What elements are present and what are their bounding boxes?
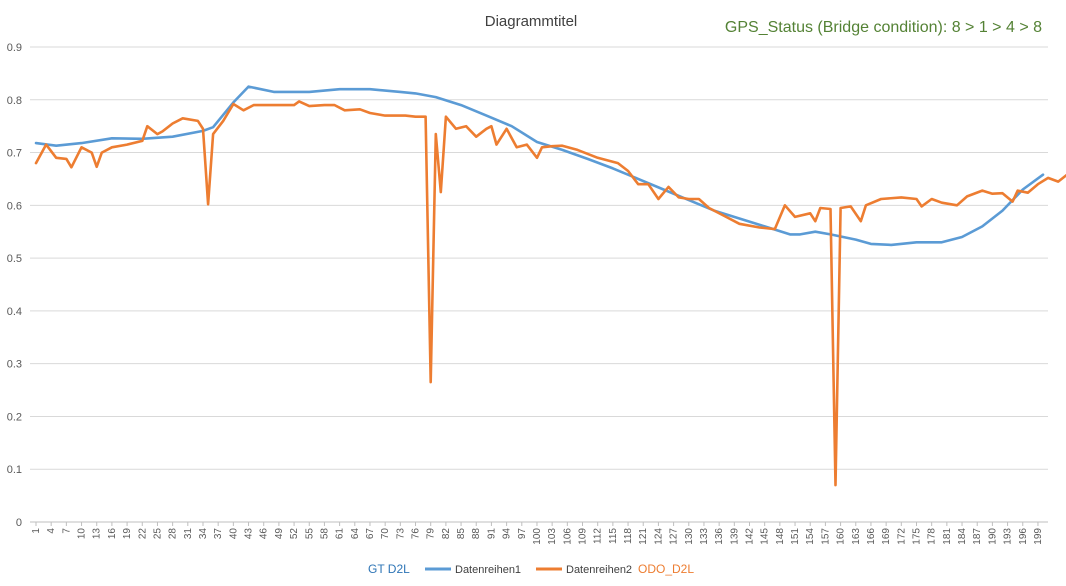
y-tick-label: 0.3	[7, 359, 22, 371]
x-tick-label: 103	[547, 528, 558, 545]
x-tick-label: 100	[532, 528, 543, 545]
x-tick-label: 193	[1003, 528, 1014, 545]
x-tick-label: 73	[395, 528, 406, 540]
x-tick-label: 4	[46, 528, 57, 534]
x-tick-label: 28	[168, 528, 179, 540]
series-line-datenreihen2	[34, 100, 1066, 487]
x-tick-label: 49	[274, 528, 285, 540]
x-tick-label: 76	[411, 528, 422, 540]
legend: GT D2L Datenreihen1 Datenreihen2 ODO_D2L	[368, 562, 694, 576]
x-tick-label: 145	[760, 528, 771, 545]
x-tick-label: 178	[927, 528, 938, 545]
x-tick-label: 34	[198, 528, 209, 540]
y-tick-label: 0	[16, 517, 22, 529]
x-tick-label: 169	[881, 528, 892, 545]
y-axis-ticks: 0 0.1 0.2 0.3 0.4 0.5 0.6 0.7 0.8 0.9	[7, 42, 22, 529]
x-tick-label: 175	[911, 528, 922, 545]
y-tick-label: 0.5	[7, 253, 22, 265]
x-tick-label: 160	[836, 528, 847, 545]
x-tick-label: 163	[851, 528, 862, 545]
legend-gt-d2l-label: GT D2L	[368, 562, 410, 576]
x-tick-label: 91	[486, 528, 497, 540]
x-tick-label: 109	[578, 528, 589, 545]
x-tick-label: 106	[562, 528, 573, 545]
y-tick-label: 0.1	[7, 464, 22, 476]
y-tick-label: 0.6	[7, 200, 22, 212]
x-tick-label: 184	[957, 528, 968, 545]
x-tick-label: 37	[213, 528, 224, 540]
x-tick-label: 58	[319, 528, 330, 540]
x-tick-label: 46	[259, 528, 270, 540]
series-line-datenreihen1	[34, 85, 1045, 247]
x-tick-label: 55	[304, 528, 315, 540]
x-tick-label: 172	[896, 528, 907, 545]
x-tick-label: 67	[365, 528, 376, 540]
x-tick-label: 10	[77, 528, 88, 540]
x-tick-label: 148	[775, 528, 786, 545]
x-tick-label: 85	[456, 528, 467, 540]
x-tick-label: 94	[502, 528, 513, 540]
x-tick-label: 61	[335, 528, 346, 540]
x-tick-label: 157	[820, 528, 831, 545]
y-tick-label: 0.7	[7, 148, 22, 160]
x-tick-label: 127	[669, 528, 680, 545]
x-tick-label: 121	[638, 528, 649, 545]
x-tick-label: 88	[471, 528, 482, 540]
x-tick-label: 151	[790, 528, 801, 545]
x-tick-label: 187	[972, 528, 983, 545]
y-tick-label: 0.2	[7, 411, 22, 423]
x-tick-label: 115	[608, 528, 619, 544]
x-tick-label: 13	[92, 528, 103, 540]
y-tick-label: 0.4	[7, 306, 22, 318]
x-tick-label: 124	[653, 528, 664, 545]
legend-label-datenreihen1: Datenreihen1	[455, 564, 521, 576]
x-tick-label: 154	[805, 528, 816, 545]
x-tick-label: 133	[699, 528, 710, 545]
x-axis-ticks: 1 4 7 10 13 16 19 22 25 28 31 34 37 40 43 46 49 52 55 58 61 6…	[31, 522, 1044, 545]
x-tick-label: 22	[137, 528, 148, 540]
x-tick-label: 43	[244, 528, 255, 540]
x-tick-label: 97	[517, 528, 528, 540]
legend-odo-d2l-label: ODO_D2L	[638, 562, 694, 576]
x-tick-label: 70	[380, 528, 391, 540]
x-tick-label: 118	[623, 528, 634, 544]
gridlines	[30, 46, 1048, 470]
y-tick-label: 0.8	[7, 95, 22, 107]
legend-label-datenreihen2: Datenreihen2	[566, 564, 632, 576]
x-tick-label: 112	[593, 528, 604, 544]
x-tick-label: 25	[152, 528, 163, 540]
x-tick-label: 79	[426, 528, 437, 540]
x-tick-label: 136	[714, 528, 725, 545]
series-lines	[34, 85, 1066, 487]
x-tick-label: 40	[228, 528, 239, 540]
x-tick-label: 190	[987, 528, 998, 545]
x-tick-label: 196	[1018, 528, 1029, 545]
x-tick-label: 199	[1033, 528, 1044, 545]
x-tick-label: 166	[866, 528, 877, 545]
y-tick-label: 0.9	[7, 42, 22, 54]
gps-status-annotation: GPS_Status (Bridge condition): 8 > 1 > 4…	[725, 19, 1042, 36]
x-tick-label: 64	[350, 528, 361, 540]
x-tick-label: 130	[684, 528, 695, 545]
x-tick-label: 142	[745, 528, 756, 545]
x-tick-label: 7	[61, 528, 72, 534]
x-tick-label: 31	[183, 528, 194, 540]
x-tick-label: 1	[31, 528, 42, 534]
x-tick-label: 19	[122, 528, 133, 540]
x-tick-label: 139	[729, 528, 740, 545]
x-tick-label: 82	[441, 528, 452, 540]
chart-title: Diagrammtitel	[485, 13, 578, 30]
x-tick-label: 52	[289, 528, 300, 540]
x-tick-label: 16	[107, 528, 118, 540]
x-tick-label: 181	[942, 528, 953, 545]
